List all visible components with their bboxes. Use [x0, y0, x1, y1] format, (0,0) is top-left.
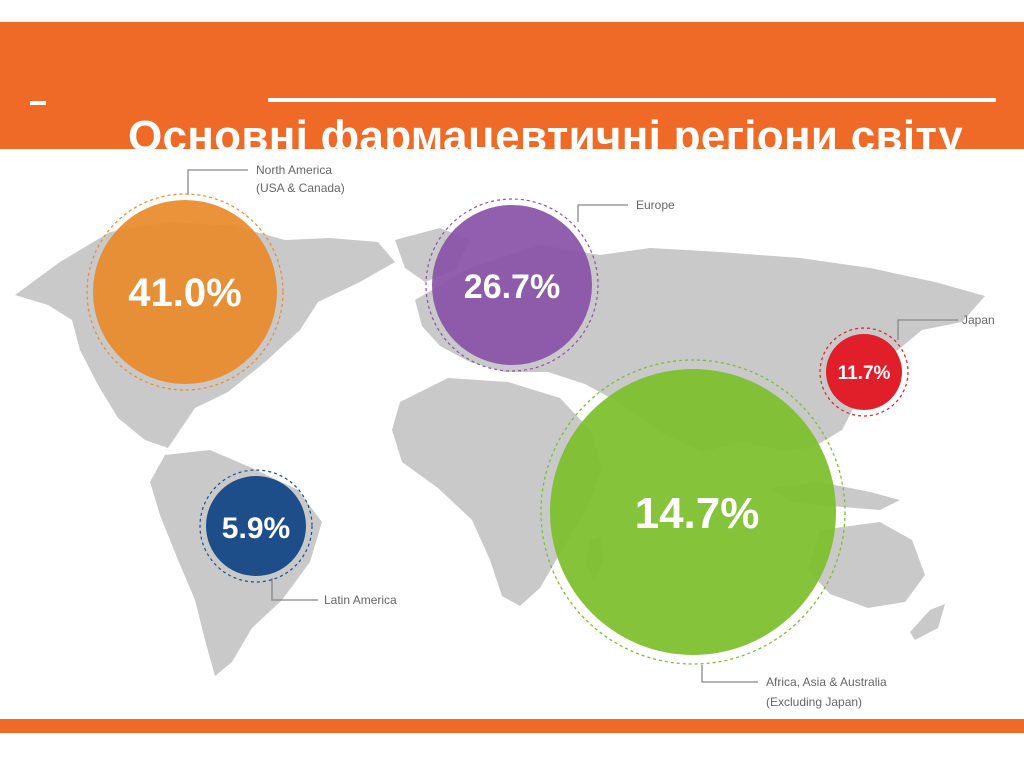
europe-label: Europe: [636, 198, 675, 212]
leader-europe: [577, 204, 628, 222]
world-map: 41.0% 26.7% 11.7% 5.9% 14.7% North Ameri…: [15, 163, 995, 709]
europe-bubble: [432, 205, 592, 365]
north-america-sublabel: (USA & Canada): [256, 181, 345, 195]
north-america-bubble: [93, 200, 277, 384]
latin-america-ring: [199, 469, 313, 583]
europe-ring: [425, 198, 599, 372]
japan-ring: [819, 327, 909, 417]
leader-japan: [897, 319, 958, 340]
africa-asia-percent: 14.7%: [635, 489, 760, 538]
north-america-ring: [86, 193, 284, 391]
new-zealand-landmass: [910, 604, 945, 640]
leader-africa-asia: [701, 665, 758, 683]
page-title: Основні фармацевтичні регіони світу: [128, 112, 964, 161]
europe-percent: 26.7%: [464, 268, 560, 306]
africa-asia-ring: [540, 359, 846, 665]
title-banner: Основні фармацевтичні регіони світу: [0, 22, 1024, 161]
japan-percent: 11.7%: [838, 363, 891, 384]
leader-latin-america: [271, 578, 318, 601]
latin-america-bubble: [206, 476, 306, 576]
africa-asia-label: Africa, Asia & Australia: [766, 675, 887, 689]
australia-landmass: [808, 522, 925, 608]
latin-america-label: Latin America: [324, 593, 397, 607]
africa-asia-sublabel: (Excluding Japan): [766, 695, 862, 709]
japan-label: Japan: [962, 313, 995, 327]
footer-bar: [0, 719, 1024, 733]
africa-asia-bubble: [550, 369, 836, 655]
banner-rule: [268, 98, 996, 102]
latin-america-percent: 5.9%: [222, 512, 290, 545]
japan-bubble: [826, 334, 902, 410]
banner-dash: [30, 101, 46, 105]
africa-landmass: [392, 378, 602, 606]
leader-north-america: [187, 169, 248, 195]
north-america-percent: 41.0%: [128, 271, 241, 315]
leader-lines: [187, 169, 958, 683]
north-america-label: North America: [256, 163, 332, 177]
